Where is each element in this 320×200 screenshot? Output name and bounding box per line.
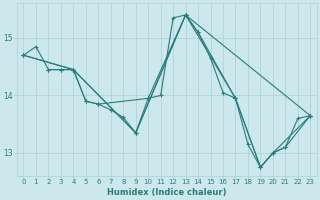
X-axis label: Humidex (Indice chaleur): Humidex (Indice chaleur) [107, 188, 227, 197]
